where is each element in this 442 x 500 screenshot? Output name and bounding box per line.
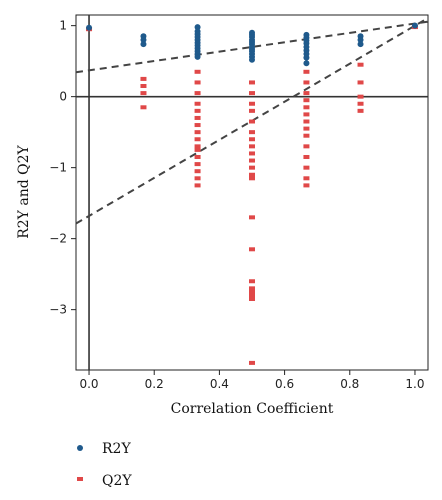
trend-line-q2y bbox=[75, 17, 429, 225]
trend-lines bbox=[75, 17, 429, 225]
point-q2y-53 bbox=[303, 155, 310, 159]
x-tick-label-5: 1.0 bbox=[405, 377, 424, 391]
point-r2y-2 bbox=[140, 36, 147, 43]
point-q2y-46 bbox=[303, 98, 310, 103]
point-q2y-37 bbox=[249, 286, 255, 291]
legend-marker-r2y bbox=[77, 445, 83, 451]
point-q2y-55 bbox=[303, 176, 310, 181]
point-q2y-26 bbox=[249, 130, 255, 135]
point-q2y-14 bbox=[194, 144, 201, 149]
point-q2y-49 bbox=[303, 119, 310, 124]
point-q2y-19 bbox=[194, 176, 201, 181]
point-r2y-37 bbox=[357, 36, 364, 43]
point-r2y-34 bbox=[303, 54, 310, 61]
point-q2y-18 bbox=[194, 169, 201, 174]
data-points bbox=[86, 22, 418, 365]
point-q2y-10 bbox=[194, 115, 201, 120]
point-q2y-33 bbox=[249, 176, 255, 181]
x-tick-label-1: 0.2 bbox=[145, 377, 164, 391]
point-q2y-54 bbox=[303, 165, 310, 170]
point-q2y-50 bbox=[303, 126, 310, 131]
tick-group: 0.0 0.2 0.4 0.6 0.8 1.0 1 0 −1 −2 −3 bbox=[49, 19, 424, 391]
point-q2y-38 bbox=[249, 289, 255, 294]
point-r2y-14 bbox=[194, 53, 201, 60]
point-q2y-60 bbox=[357, 101, 364, 106]
point-q2y-43 bbox=[303, 69, 310, 74]
point-q2y-44 bbox=[303, 80, 310, 85]
point-r2y-39 bbox=[411, 22, 418, 29]
y-tick-label-4: −3 bbox=[49, 303, 67, 317]
point-q2y-27 bbox=[249, 137, 255, 142]
y-tick-label-1: 0 bbox=[59, 90, 67, 104]
legend-label-q2y: Q2Y bbox=[102, 473, 132, 489]
point-q2y-45 bbox=[303, 91, 310, 96]
point-r2y-38 bbox=[357, 41, 364, 48]
point-q2y-8 bbox=[194, 101, 201, 106]
point-q2y-22 bbox=[249, 91, 255, 96]
x-tick-label-3: 0.6 bbox=[275, 377, 294, 391]
point-r2y-0 bbox=[86, 24, 93, 31]
point-q2y-30 bbox=[249, 158, 255, 163]
point-q2y-40 bbox=[249, 294, 255, 299]
point-q2y-32 bbox=[249, 172, 255, 177]
point-q2y-31 bbox=[249, 165, 255, 170]
y-tick-label-2: −1 bbox=[49, 161, 67, 175]
point-q2y-25 bbox=[249, 119, 255, 124]
point-q2y-56 bbox=[303, 183, 310, 188]
point-q2y-2 bbox=[140, 84, 147, 88]
point-q2y-21 bbox=[249, 80, 255, 85]
point-q2y-7 bbox=[194, 91, 201, 96]
point-q2y-34 bbox=[249, 215, 255, 220]
y-tick-label-3: −2 bbox=[49, 232, 67, 246]
point-r2y-3 bbox=[140, 41, 147, 48]
point-q2y-58 bbox=[357, 80, 364, 85]
y-axis-title: R2Y and Q2Y bbox=[16, 144, 32, 238]
point-q2y-23 bbox=[249, 101, 255, 106]
x-tick-label-2: 0.4 bbox=[210, 377, 229, 391]
point-q2y-12 bbox=[194, 130, 201, 135]
point-q2y-29 bbox=[249, 151, 255, 156]
plot-frame bbox=[75, 14, 429, 371]
point-r2y-35 bbox=[303, 60, 310, 67]
point-q2y-6 bbox=[194, 80, 201, 85]
point-q2y-20 bbox=[194, 183, 201, 188]
point-q2y-51 bbox=[303, 133, 310, 138]
point-q2y-41 bbox=[249, 297, 255, 301]
point-q2y-13 bbox=[194, 137, 201, 142]
x-tick-label-0: 0.0 bbox=[79, 377, 98, 391]
legend-label-r2y: R2Y bbox=[102, 441, 131, 457]
x-tick-label-4: 0.8 bbox=[340, 377, 359, 391]
point-q2y-35 bbox=[249, 247, 255, 252]
point-q2y-47 bbox=[303, 105, 310, 110]
point-q2y-5 bbox=[194, 69, 201, 74]
x-axis-title: Correlation Coefficient bbox=[171, 401, 334, 417]
point-q2y-24 bbox=[249, 108, 255, 113]
y-tick-label-0: 1 bbox=[59, 19, 67, 33]
point-q2y-48 bbox=[303, 112, 310, 117]
point-q2y-1 bbox=[140, 76, 147, 81]
point-q2y-17 bbox=[194, 162, 201, 167]
legend-marker-q2y bbox=[77, 477, 83, 481]
point-q2y-59 bbox=[357, 94, 364, 99]
point-q2y-15 bbox=[194, 147, 201, 152]
point-q2y-28 bbox=[249, 144, 255, 149]
point-q2y-57 bbox=[357, 62, 364, 67]
point-r2y-26 bbox=[249, 56, 255, 63]
point-q2y-4 bbox=[140, 105, 147, 110]
point-q2y-52 bbox=[303, 144, 310, 149]
point-q2y-61 bbox=[357, 108, 364, 113]
point-q2y-36 bbox=[249, 279, 255, 284]
legend: R2Y Q2Y bbox=[77, 441, 132, 489]
point-r2y-4 bbox=[194, 24, 201, 31]
point-q2y-3 bbox=[140, 91, 147, 96]
reference-lines bbox=[76, 15, 428, 370]
point-q2y-42 bbox=[249, 360, 255, 365]
point-q2y-11 bbox=[194, 123, 201, 128]
point-q2y-16 bbox=[194, 155, 201, 159]
point-q2y-9 bbox=[194, 108, 201, 113]
